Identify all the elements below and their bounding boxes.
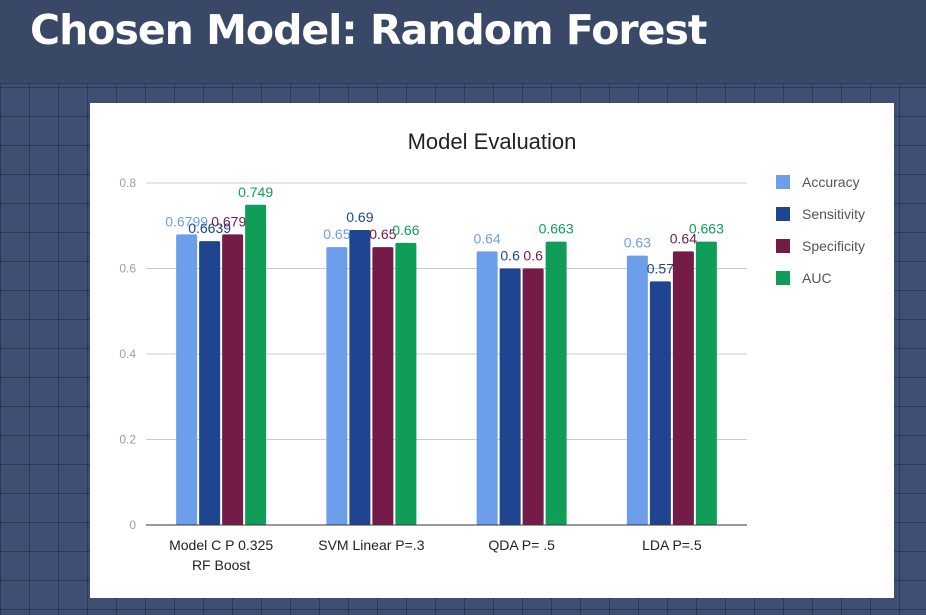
y-tick-label: 0.8: [119, 176, 136, 190]
bar: [522, 268, 544, 525]
x-tick-label: QDA P= .5: [488, 537, 555, 553]
bar: [176, 234, 198, 525]
data-label: 0.64: [474, 230, 501, 246]
data-label: 0.663: [689, 221, 724, 237]
x-tick-label: RF Boost: [192, 557, 250, 573]
legend-label: AUC: [802, 270, 832, 286]
title-band: Chosen Model: Random Forest: [0, 0, 926, 84]
y-tick-label: 0: [129, 518, 136, 532]
y-tick-label: 0.2: [119, 433, 136, 447]
bar: [545, 241, 567, 525]
bar: [372, 247, 394, 525]
data-label: 0.749: [238, 184, 273, 200]
chart-title: Model Evaluation: [408, 129, 577, 154]
x-tick-label: SVM Linear P=.3: [318, 537, 424, 553]
bar: [672, 251, 694, 525]
bar: [199, 241, 221, 526]
data-label: 0.65: [323, 226, 350, 242]
data-label: 0.6: [500, 248, 520, 264]
data-label: 0.6639: [188, 220, 231, 236]
bar: [695, 241, 717, 525]
bar: [499, 268, 521, 525]
data-label: 0.64: [670, 230, 697, 246]
data-label: 0.63: [624, 235, 651, 251]
data-label: 0.57: [647, 260, 674, 276]
data-label: 0.66: [392, 222, 419, 238]
legend-swatch: [776, 175, 790, 189]
data-label: 0.69: [346, 209, 373, 225]
legend-swatch: [776, 271, 790, 285]
bar: [626, 255, 648, 526]
bar: [326, 247, 348, 525]
chart-card: Model Evaluation 0 0.2 0.4 0.6 0.8 0.6799 0.66…: [90, 103, 894, 598]
slide-title: Chosen Model: Random Forest: [30, 6, 707, 54]
bar-chart: Model Evaluation 00.20.40.60.80.67990.66…: [119, 129, 865, 573]
bar: [349, 230, 371, 525]
x-tick-label: LDA P=.5: [642, 537, 702, 553]
x-tick-label: Model C P 0.325: [169, 537, 273, 553]
data-label: 0.663: [539, 221, 574, 237]
data-label: 0.6: [523, 248, 543, 264]
bar: [245, 204, 267, 525]
bar: [222, 234, 244, 525]
legend-label: Sensitivity: [802, 206, 865, 222]
bar: [476, 251, 498, 525]
y-tick-label: 0.4: [119, 347, 136, 361]
data-label: 0.6799: [165, 213, 208, 229]
legend-label: Accuracy: [802, 174, 860, 190]
legend-swatch: [776, 239, 790, 253]
legend-label: Specificity: [802, 238, 865, 254]
legend-swatch: [776, 207, 790, 221]
data-label: 0.65: [369, 226, 396, 242]
data-label: 0.6799: [211, 213, 254, 229]
y-tick-label: 0.6: [119, 262, 136, 276]
bar: [395, 242, 417, 525]
bar: [649, 281, 671, 525]
